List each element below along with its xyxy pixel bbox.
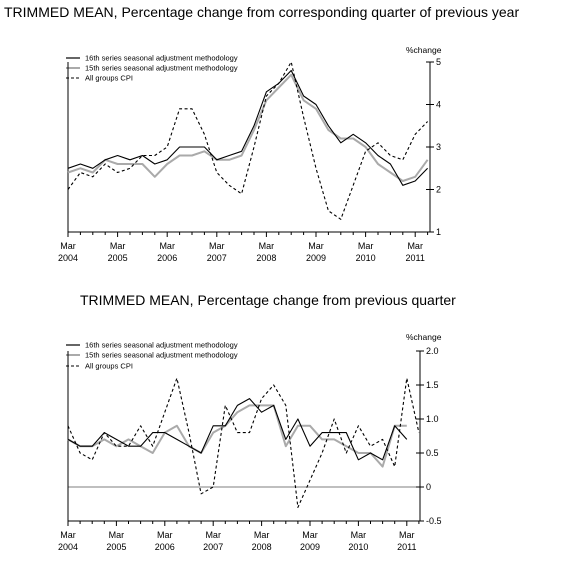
series-line-16th-series-seasonal-adjustment-methodology — [67, 69, 428, 186]
y-tick-label: 2 — [436, 185, 441, 195]
y-tick-label: 0.5 — [426, 448, 439, 458]
x-tick-label-year: 2009 — [300, 542, 320, 552]
x-tick-label-month: Mar — [259, 241, 275, 251]
x-tick-label-year: 2005 — [108, 253, 128, 263]
x-tick-label-month: Mar — [205, 530, 221, 540]
series-line-all-groups-cpi — [67, 61, 428, 220]
x-tick-label-year: 2008 — [256, 253, 276, 263]
y-tick-label: 2.0 — [426, 346, 439, 356]
x-tick-label-month: Mar — [157, 530, 173, 540]
chart-1-plot: 16th series seasonal adjustment methodol… — [58, 45, 442, 263]
x-tick-label-year: 2011 — [397, 542, 416, 552]
x-tick-label-year: 2009 — [306, 253, 326, 263]
x-tick-label-month: Mar — [308, 241, 324, 251]
x-tick-label-year: 2006 — [157, 253, 177, 263]
y-tick-label: 4 — [436, 100, 441, 110]
x-tick-label-year: 2006 — [155, 542, 175, 552]
x-tick-label-month: Mar — [209, 241, 225, 251]
x-tick-label-month: Mar — [399, 530, 415, 540]
chart-1-title: TRIMMED MEAN, Percentage change from cor… — [4, 4, 520, 20]
x-tick-label-month: Mar — [351, 530, 367, 540]
x-tick-label-month: Mar — [358, 241, 374, 251]
x-tick-label-year: 2007 — [207, 253, 227, 263]
x-tick-label-month: Mar — [254, 530, 270, 540]
y-axis-unit-label: %change — [406, 45, 442, 55]
x-tick-label-year: 2011 — [406, 253, 425, 263]
series-line-all-groups-cpi — [67, 377, 420, 508]
x-tick-label-month: Mar — [302, 530, 318, 540]
x-tick-label-year: 2010 — [356, 253, 376, 263]
x-tick-label-month: Mar — [159, 241, 175, 251]
y-tick-label: 5 — [436, 57, 441, 67]
y-tick-label: -0.5 — [426, 516, 442, 526]
y-tick-label: 1.0 — [426, 414, 439, 424]
chart-2-title: TRIMMED MEAN, Percentage change from pre… — [80, 292, 456, 308]
x-tick-label-month: Mar — [60, 530, 76, 540]
y-tick-label: 0 — [426, 482, 431, 492]
legend-label-15th-series: 15th series seasonal adjustment methodol… — [85, 351, 238, 360]
legend-label-15th-series: 15th series seasonal adjustment methodol… — [85, 64, 238, 73]
series-line-16th-series-seasonal-adjustment-methodology — [67, 398, 408, 461]
x-tick-label-month: Mar — [60, 241, 76, 251]
y-axis-unit-label: %change — [406, 332, 442, 342]
series-line-15th-series-seasonal-adjustment-methodology — [67, 404, 407, 468]
x-tick-label-month: Mar — [110, 241, 126, 251]
legend-label-all-groups-cpi: All groups CPI — [85, 74, 133, 83]
legend-label-16th-series: 16th series seasonal adjustment methodol… — [85, 54, 238, 63]
y-tick-label: 1 — [436, 227, 441, 237]
x-tick-label-year: 2004 — [58, 542, 78, 552]
y-tick-label: 1.5 — [426, 380, 439, 390]
x-tick-label-year: 2005 — [106, 542, 126, 552]
x-tick-label-month: Mar — [109, 530, 125, 540]
legend-label-all-groups-cpi: All groups CPI — [85, 362, 133, 371]
y-tick-label: 3 — [436, 142, 441, 152]
x-tick-label-year: 2007 — [203, 542, 223, 552]
x-tick-label-year: 2010 — [348, 542, 368, 552]
chart-2-legend: 16th series seasonal adjustment methodol… — [66, 341, 238, 371]
x-tick-label-month: Mar — [407, 241, 423, 251]
x-tick-label-year: 2008 — [252, 542, 272, 552]
legend-label-16th-series: 16th series seasonal adjustment methodol… — [85, 341, 238, 350]
x-tick-label-year: 2004 — [58, 253, 78, 263]
